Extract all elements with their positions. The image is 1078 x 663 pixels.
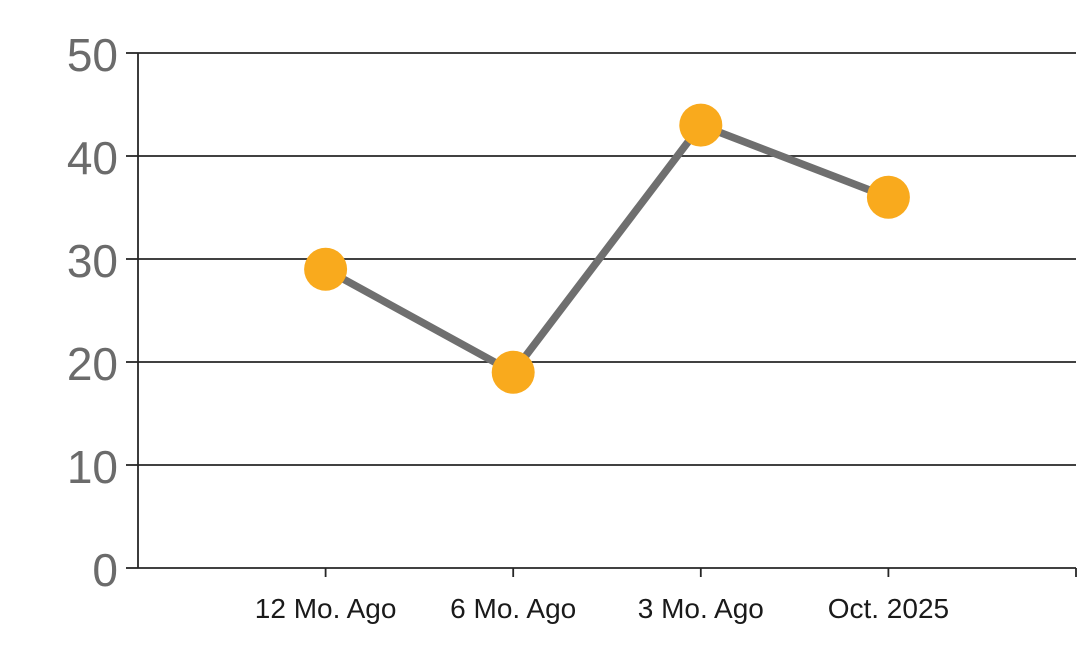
x-tick-label: 6 Mo. Ago bbox=[450, 593, 576, 624]
y-tick-label: 30 bbox=[67, 235, 118, 287]
data-point-marker bbox=[491, 350, 535, 394]
data-line bbox=[321, 121, 893, 377]
data-point-marker bbox=[679, 103, 723, 147]
x-tick-label: 3 Mo. Ago bbox=[638, 593, 764, 624]
y-tick-label: 20 bbox=[67, 338, 118, 390]
y-tick-label: 10 bbox=[67, 441, 118, 493]
x-tick-label: 12 Mo. Ago bbox=[255, 593, 397, 624]
y-tick-label: 0 bbox=[92, 544, 118, 596]
x-tick-label: Oct. 2025 bbox=[828, 593, 949, 624]
y-tick-label: 50 bbox=[67, 29, 118, 81]
y-tick-label: 40 bbox=[67, 132, 118, 184]
data-point-marker bbox=[304, 247, 348, 291]
data-point-marker bbox=[866, 175, 910, 219]
